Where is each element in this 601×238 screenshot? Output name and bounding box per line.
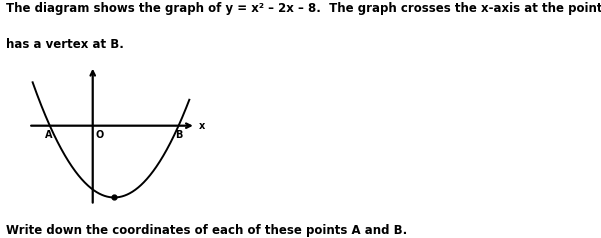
Text: The diagram shows the graph of y = x² – 2x – 8.  The graph crosses the x-axis at: The diagram shows the graph of y = x² – … [6, 2, 601, 15]
Text: A: A [45, 130, 52, 140]
Text: has a vertex at B.: has a vertex at B. [6, 38, 124, 51]
Text: B: B [175, 130, 182, 140]
Text: Write down the coordinates of each of these points A and B.: Write down the coordinates of each of th… [6, 224, 407, 237]
Text: x: x [199, 121, 205, 131]
Text: O: O [96, 130, 104, 140]
